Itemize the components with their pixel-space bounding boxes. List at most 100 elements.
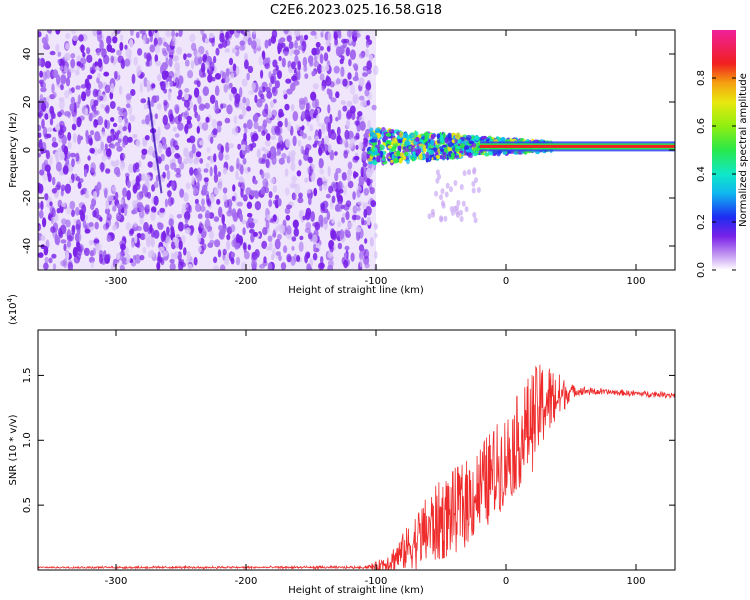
spectral-speck [202, 53, 208, 62]
y-tick-label: -40 [22, 238, 33, 254]
spectral-speck [88, 256, 95, 264]
spectral-speck [270, 35, 277, 44]
spectral-speck [265, 158, 270, 169]
spectral-speck [38, 31, 42, 38]
spectral-speck [202, 184, 208, 193]
x-tick-label: 0 [503, 576, 509, 587]
spectral-speck [318, 143, 326, 154]
spectral-speck [239, 40, 246, 46]
spectral-speck [84, 193, 90, 199]
spectral-speck [224, 75, 230, 84]
spectral-speck [258, 55, 264, 66]
spectral-speck [235, 256, 241, 266]
spectral-speck [105, 104, 110, 114]
spectral-speck [51, 141, 59, 148]
spectral-speck [105, 168, 111, 174]
spectral-speck [342, 105, 348, 112]
signal-speck [369, 131, 375, 136]
spectral-speck [274, 80, 280, 89]
signal-speck [415, 131, 419, 137]
spectral-speck [211, 38, 215, 47]
spectral-speck [69, 178, 73, 184]
signal-tail-speck [443, 215, 448, 222]
signal-tail-speck [458, 209, 463, 216]
signal-tail-speck [456, 199, 461, 206]
spectral-speck [265, 219, 270, 230]
spectral-speck [268, 199, 273, 208]
spectral-speck [330, 97, 337, 103]
spectral-speck [312, 83, 319, 90]
colorbar-tick-label: 0.0 [696, 262, 707, 278]
spectral-speck [317, 262, 325, 270]
spectral-speck [349, 83, 356, 95]
spectral-speck [62, 258, 68, 269]
spectral-speck [284, 187, 290, 196]
spectral-speck [189, 33, 196, 43]
spectral-speck [201, 198, 205, 207]
spectral-speck [343, 150, 349, 159]
spectral-speck [238, 163, 242, 172]
spectral-speck [141, 119, 146, 125]
spectral-speck [242, 96, 247, 104]
spectral-speck [38, 210, 44, 219]
spectral-speck [298, 159, 302, 166]
spectral-speck [157, 37, 163, 46]
spectral-speck [343, 38, 350, 44]
spectral-speck [43, 245, 49, 256]
spectral-speck [240, 30, 245, 35]
spectral-speck [257, 125, 262, 133]
snr-y-ticks: 0.5 1.0 1.5 [22, 367, 675, 513]
signal-speck [422, 147, 427, 152]
spectral-speck [243, 251, 251, 260]
spectral-speck [226, 234, 231, 241]
spectral-speck [119, 34, 124, 42]
spectral-speck [80, 57, 87, 65]
spectral-speck [237, 143, 242, 150]
spectral-speck [228, 206, 232, 214]
spectral-speck [209, 32, 214, 39]
spectral-speck [184, 93, 189, 101]
spectral-speck [199, 205, 206, 212]
spectral-speck [167, 196, 173, 207]
spectral-speck [142, 185, 148, 194]
spectral-speck [193, 80, 199, 85]
spectral-speck [268, 241, 273, 251]
spectral-speck [231, 208, 237, 219]
spectral-speck [349, 137, 356, 146]
spectral-speck [213, 216, 220, 223]
spectral-speck [64, 90, 70, 99]
spectral-speck [268, 82, 273, 88]
spectral-speck [184, 211, 191, 221]
spectral-speck [80, 189, 84, 196]
spectral-speck [130, 30, 134, 36]
spectral-speck [75, 176, 81, 182]
spectral-speck [277, 70, 282, 80]
spectral-speck [145, 204, 150, 210]
signal-speck [462, 140, 468, 144]
spectral-speck [209, 94, 216, 105]
spectral-speck [184, 218, 189, 224]
spectral-speck [252, 30, 257, 35]
spectral-speck [192, 187, 199, 195]
spectral-speck [119, 264, 125, 270]
spectral-speck [224, 154, 230, 161]
spectral-speck [304, 109, 310, 120]
spectral-speck [70, 53, 76, 59]
spectral-speck [261, 130, 266, 137]
spectral-speck [147, 250, 153, 259]
spectral-speck [129, 114, 136, 122]
spectral-speck [213, 256, 218, 264]
spectral-speck [325, 193, 331, 199]
spectral-speck [230, 224, 236, 233]
spectral-speck [218, 43, 224, 49]
spectral-speck [105, 199, 110, 210]
signal-tail-speck [435, 177, 440, 184]
spectral-speck [63, 243, 67, 252]
spectral-speck [96, 94, 101, 101]
spectral-speck [54, 151, 59, 159]
signal-speck [415, 148, 421, 155]
signal-tail-speck [471, 180, 476, 187]
spectral-speck [261, 81, 268, 90]
spectral-speck [132, 134, 138, 139]
spectral-speck [144, 135, 150, 141]
